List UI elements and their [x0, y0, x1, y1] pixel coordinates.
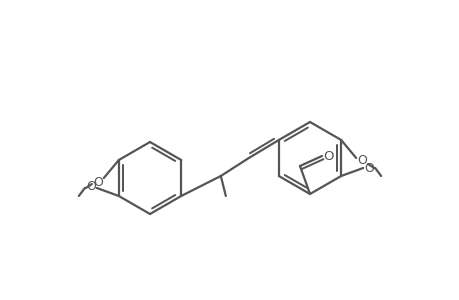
Text: O: O — [93, 176, 102, 188]
Text: O: O — [323, 149, 334, 163]
Text: O: O — [364, 161, 373, 175]
Text: O: O — [86, 179, 95, 193]
Text: O: O — [357, 154, 366, 167]
